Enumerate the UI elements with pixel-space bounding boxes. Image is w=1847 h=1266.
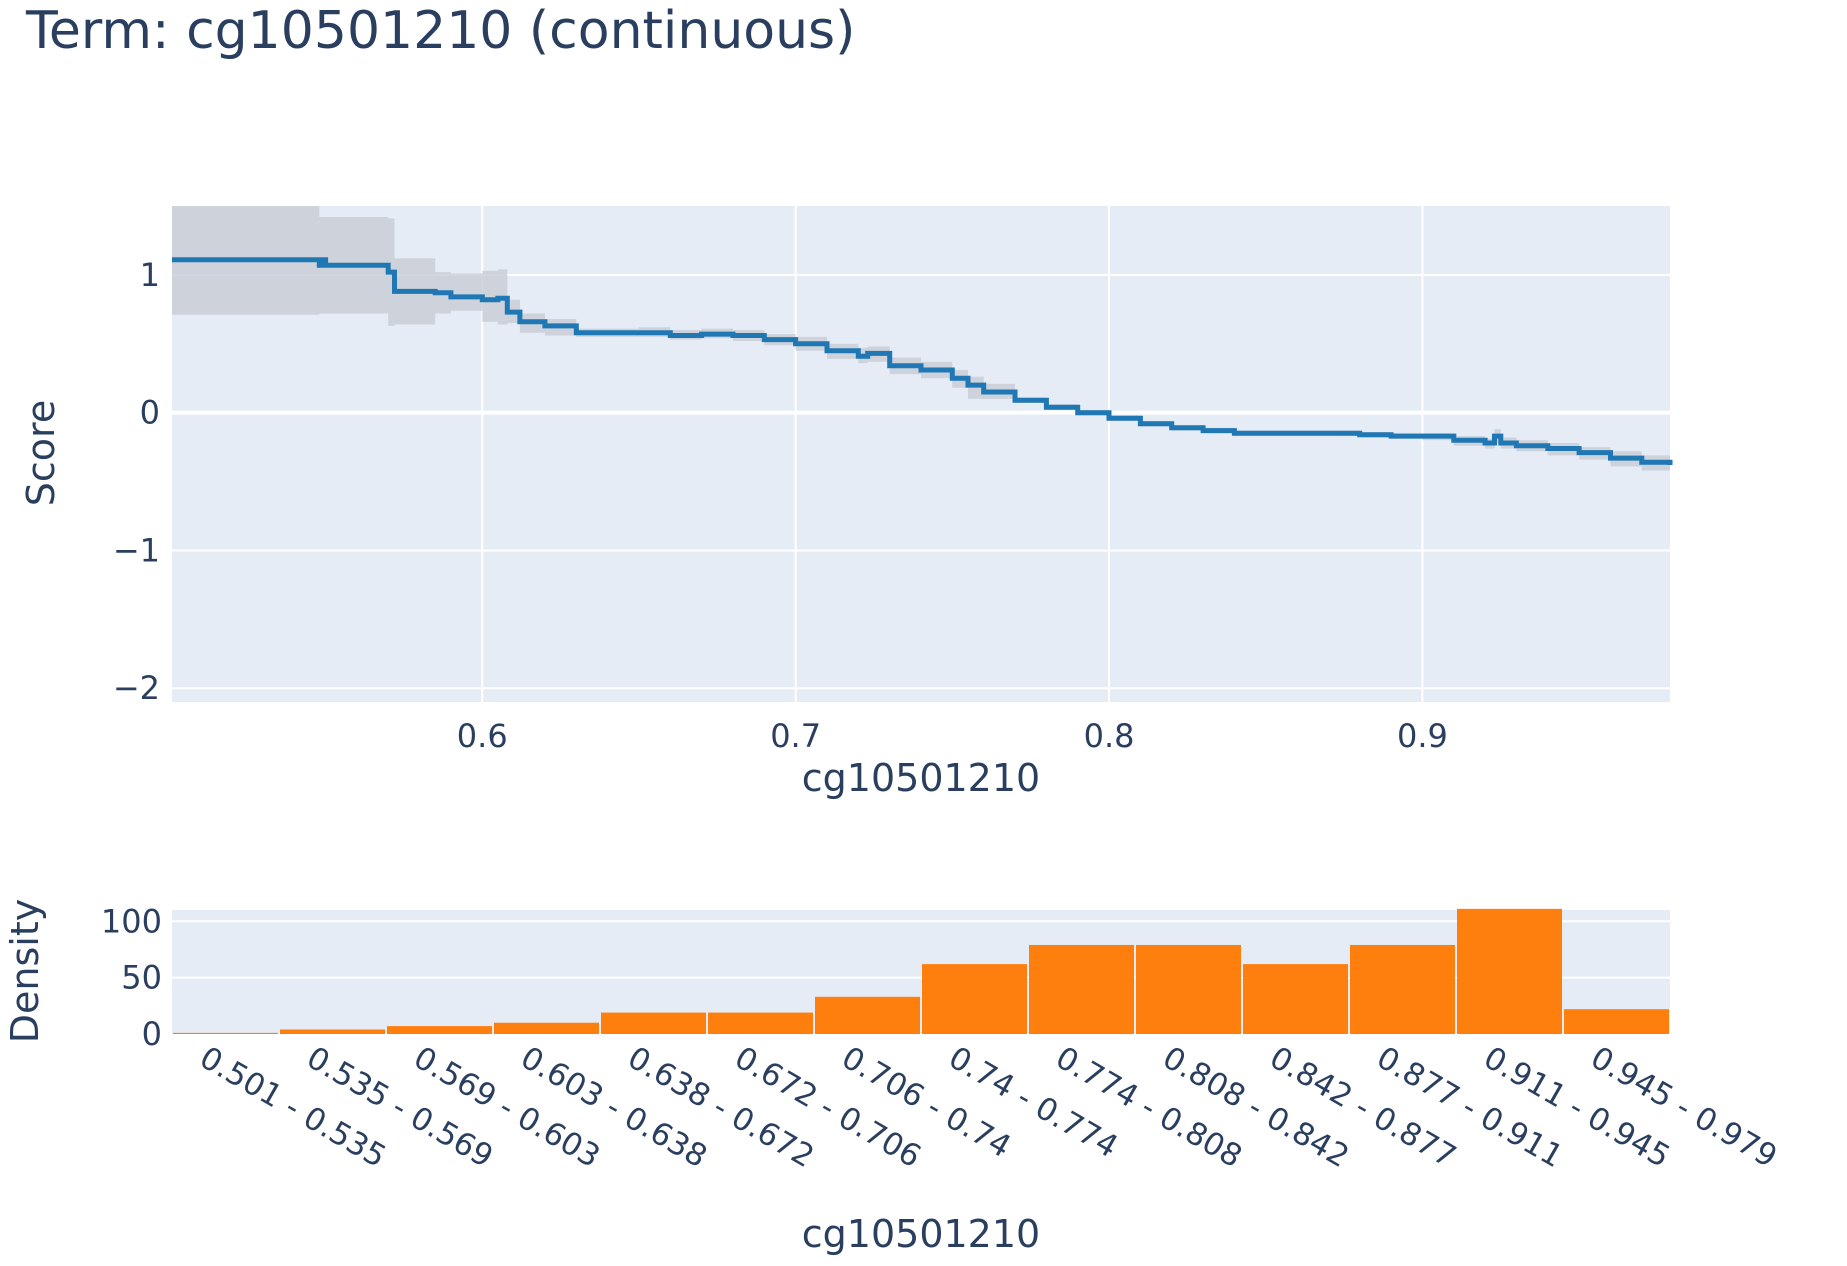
density-bar xyxy=(1136,944,1241,1034)
x-tick-label: 0.6 xyxy=(457,717,508,755)
density-bar xyxy=(1564,1009,1669,1034)
chart-title: Term: cg10501210 (continuous) xyxy=(25,1,855,61)
y-tick-label: −2 xyxy=(113,669,160,707)
x-tick-label: 0.8 xyxy=(1084,717,1135,755)
density-bar xyxy=(494,1022,599,1034)
density-bar xyxy=(173,1032,278,1034)
score-line xyxy=(172,257,1673,465)
density-bar xyxy=(708,1012,813,1034)
density-bar xyxy=(1029,944,1134,1034)
density-bar xyxy=(1350,944,1455,1034)
density-bar xyxy=(922,964,1027,1034)
y-tick-label: 1 xyxy=(140,256,160,294)
density-x-axis-title: cg10501210 xyxy=(802,1212,1040,1256)
density-bar xyxy=(815,996,920,1034)
density-bar xyxy=(1243,964,1348,1034)
score-x-axis-title: cg10501210 xyxy=(802,756,1040,800)
score-x-ticks: 0.6 0.7 0.8 0.9 xyxy=(457,717,1448,755)
density-bar xyxy=(387,1026,492,1034)
density-y-axis-title: Density xyxy=(3,899,47,1043)
y-tick-label: 0 xyxy=(140,394,160,432)
density-bars xyxy=(173,908,1669,1034)
density-y-ticks: 0 50 100 xyxy=(101,902,162,1053)
y-tick-label: −1 xyxy=(113,531,160,569)
density-bar xyxy=(601,1012,706,1034)
density-bar xyxy=(280,1029,385,1034)
bin-label: 0.501 - 0.535 xyxy=(194,1040,392,1175)
y-tick-label: 0 xyxy=(142,1015,162,1053)
x-tick-label: 0.7 xyxy=(770,717,821,755)
y-tick-label: 50 xyxy=(121,959,162,997)
score-y-ticks: −2 −1 0 1 xyxy=(113,256,160,707)
y-tick-label: 100 xyxy=(101,902,162,940)
x-tick-label: 0.9 xyxy=(1397,717,1448,755)
score-plot: 0.6 0.7 0.8 0.9 −2 −1 0 1 cg10501210 Score xyxy=(19,206,1673,800)
density-bar xyxy=(1457,908,1562,1034)
score-y-axis-title: Score xyxy=(19,400,63,506)
